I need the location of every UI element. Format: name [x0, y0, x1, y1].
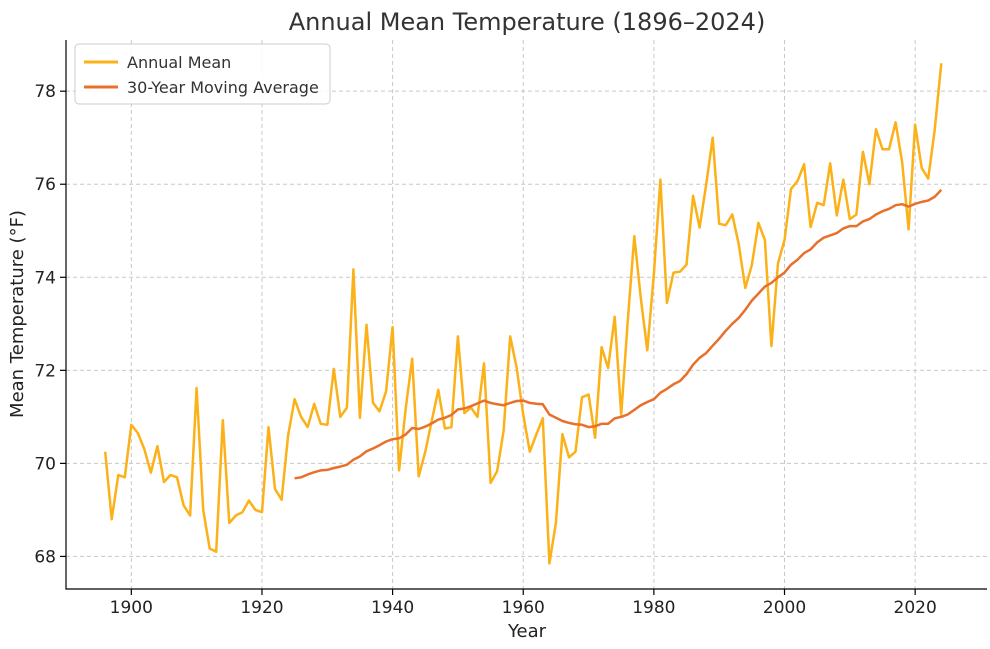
y-tick-label: 78: [34, 82, 56, 102]
annual-mean-line: [103, 63, 943, 565]
chart-title: Annual Mean Temperature (1896–2024): [289, 8, 766, 36]
series-lines: [103, 63, 943, 565]
axes-frame: [65, 40, 987, 590]
y-axis-label: Mean Temperature (°F): [7, 210, 28, 418]
legend-label-moving-average: 30-Year Moving Average: [127, 78, 319, 97]
x-axis-label: Year: [507, 621, 547, 642]
x-tick-label: 2020: [894, 598, 937, 618]
axes-spines: [65, 40, 987, 590]
y-tick-label: 72: [34, 361, 56, 381]
y-tick-label: 68: [34, 547, 56, 567]
x-tick-label: 1920: [240, 598, 283, 618]
x-tick-label: 1900: [110, 598, 153, 618]
y-tick-label: 76: [34, 175, 56, 195]
axis-ticks: 1900 1920 1940 1960 1980 2000 2020 68 70 72 74 76 78: [34, 82, 936, 618]
legend-box: [74, 43, 331, 105]
x-tick-label: 1960: [502, 598, 545, 618]
x-tick-label: 2000: [763, 598, 806, 618]
legend: Annual Mean 30-Year Moving Average: [74, 43, 331, 105]
x-tick-label: 1940: [371, 598, 414, 618]
legend-label-annual-mean: Annual Mean: [127, 53, 231, 72]
moving-average-line: [294, 188, 943, 480]
x-tick-label: 1980: [632, 598, 675, 618]
y-tick-label: 74: [34, 268, 56, 288]
y-tick-label: 70: [34, 454, 56, 474]
